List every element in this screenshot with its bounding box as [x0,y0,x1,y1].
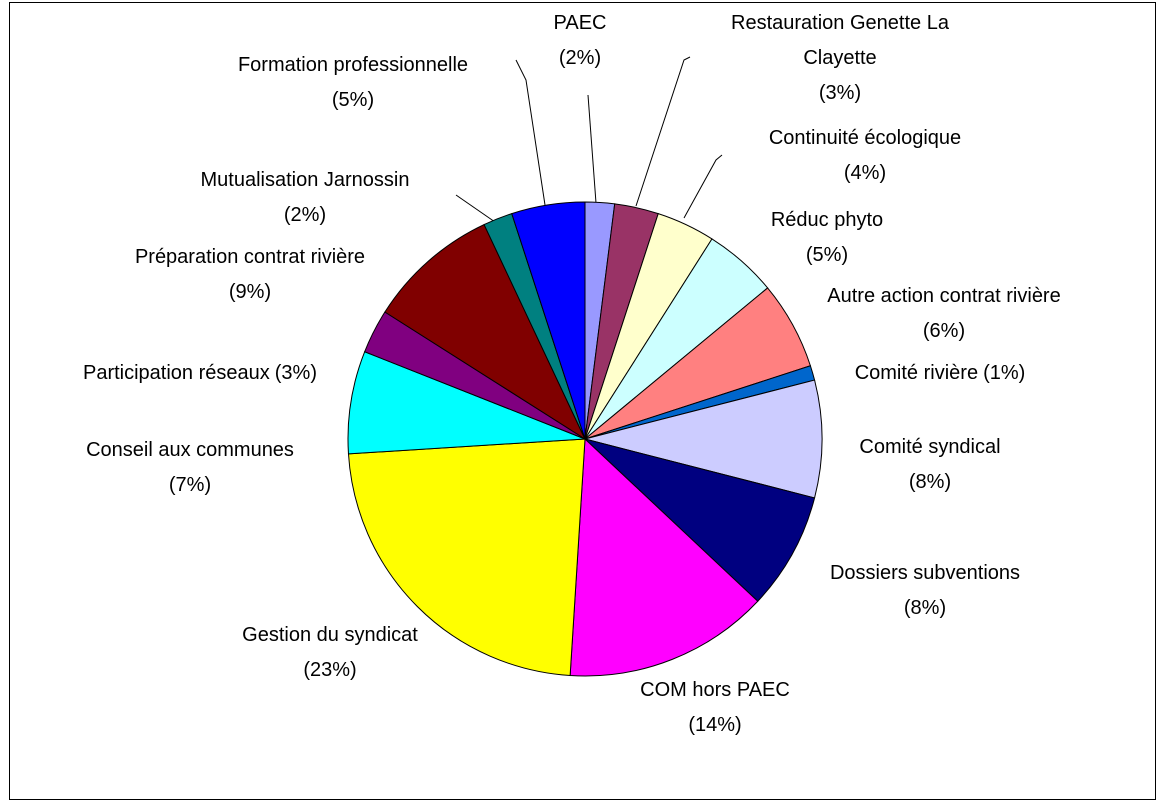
leader-line [515,59,546,206]
value-label: (9%) [228,281,272,303]
category-label: Dossiers subventions [829,562,1021,584]
category-label: Préparation contrat rivière [134,246,366,268]
category-label: Comité syndical [859,436,1001,458]
pie-slice [569,437,759,677]
category-label: Participation réseaux [82,362,270,384]
value-label: (6%) [922,320,966,342]
category-label: Mutualisation Jarnossin [200,169,410,191]
value-label: (8%) [903,597,947,619]
data-label: Continuité écologique (4%) [715,121,1015,191]
data-label: Comité syndical (8%) [820,430,1040,500]
data-label: Gestion du syndicat (23%) [200,618,460,688]
value-label: (8%) [908,471,952,493]
value-label: (3%) [818,82,862,104]
value-label: (5%) [805,244,849,266]
category-label: Continuité écologique [768,127,962,149]
value-label: (2%) [558,47,602,69]
pie-slice [384,223,587,441]
category-label: Gestion du syndicat [242,624,418,646]
pie-slice [511,201,586,440]
category-label: Restauration Genette La Clayette [731,12,949,69]
data-label: Réduc phyto (5%) [727,203,927,273]
value-label: (7%) [168,474,212,496]
category-label: Réduc phyto [770,209,884,231]
category-label: Comité rivière [854,362,979,384]
pie-slice [584,438,816,602]
category-label: Formation professionnelle [237,54,469,76]
leader-line [587,94,597,204]
pie-slice [584,379,823,499]
data-label: Autre action contrat rivière (6%) [784,279,1104,349]
leader-line [455,194,496,223]
data-label: Restauration Genette La Clayette (3%) [710,6,970,111]
value-label: (2%) [283,204,327,226]
pie-slice [347,351,586,455]
value-label: (1%) [983,362,1026,384]
category-label: COM hors PAEC [640,679,790,701]
data-label: PAEC (2%) [520,6,640,76]
leader-line [635,56,691,207]
data-label: Formation professionnelle (5%) [193,48,513,118]
leader-lines [455,56,723,223]
data-label: Dossiers subventions (8%) [785,556,1065,626]
leader-line [683,154,723,219]
value-label: (23%) [303,659,357,681]
category-label: Conseil aux communes [86,439,294,461]
category-label: PAEC [553,12,607,34]
pie-slice [347,438,586,677]
value-label: (5%) [331,89,375,111]
data-label: Comité rivière (1%) [855,356,1026,391]
category-label: Autre action contrat rivière [827,285,1061,307]
value-label: (3%) [274,362,318,384]
data-label: Conseil aux communes (7%) [40,433,340,503]
value-label: (4%) [843,162,887,184]
data-label: Mutualisation Jarnossin (2%) [155,163,455,233]
pie [347,201,823,677]
data-label: Préparation contrat rivière (9%) [90,240,410,310]
value-label: (14%) [688,714,742,736]
data-label: Participation réseaux (3%) [83,356,317,391]
data-label: COM hors PAEC (14%) [605,673,825,743]
